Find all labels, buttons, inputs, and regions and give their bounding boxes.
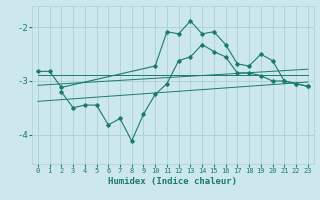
X-axis label: Humidex (Indice chaleur): Humidex (Indice chaleur) <box>108 177 237 186</box>
